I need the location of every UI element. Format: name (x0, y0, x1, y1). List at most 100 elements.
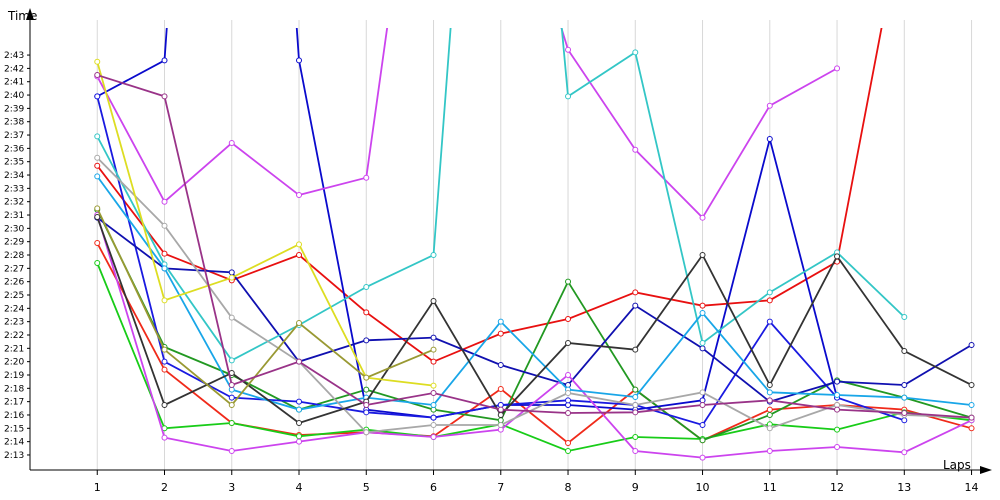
point (632, 393, 639, 400)
series-line (96, 175, 972, 411)
point (430, 389, 437, 396)
point (901, 381, 908, 388)
point (296, 419, 303, 426)
point (699, 345, 706, 352)
point (497, 406, 504, 413)
point (363, 284, 370, 291)
point (296, 406, 303, 413)
point (901, 449, 908, 456)
point (161, 93, 168, 100)
point (94, 93, 101, 100)
y-tick-label: 2:42 (4, 64, 24, 74)
y-tick-label: 2:27 (4, 264, 24, 274)
point (766, 136, 773, 143)
y-tick-label: 2:16 (4, 411, 24, 421)
y-tick-label: 2:23 (4, 318, 24, 328)
point (161, 358, 168, 365)
x-arrow (980, 466, 992, 474)
point (766, 289, 773, 296)
point (296, 438, 303, 445)
point (766, 381, 773, 388)
point (228, 274, 235, 281)
y-tick-label: 2:43 (4, 51, 24, 61)
y-tick-label: 2:39 (4, 104, 24, 114)
series-line (96, 28, 838, 419)
y-tick-label: 2:25 (4, 291, 24, 301)
x-tick-label: 11 (763, 481, 777, 494)
point (161, 297, 168, 304)
point (363, 174, 370, 181)
x-tick-label: 13 (897, 481, 911, 494)
point (497, 330, 504, 337)
point (161, 250, 168, 257)
point (632, 49, 639, 56)
point (296, 319, 303, 326)
y-tick-label: 2:30 (4, 224, 24, 234)
point (766, 397, 773, 404)
y-tick-label: 2:41 (4, 78, 24, 88)
point (228, 314, 235, 321)
point (699, 252, 706, 259)
point (363, 374, 370, 381)
point (834, 443, 841, 450)
point (296, 241, 303, 248)
x-tick-label: 7 (497, 481, 504, 494)
point (632, 386, 639, 393)
y-tick-label: 2:20 (4, 358, 24, 368)
point (968, 381, 975, 388)
point (766, 389, 773, 396)
point (632, 289, 639, 296)
point (968, 341, 975, 348)
point (94, 214, 101, 221)
point (430, 334, 437, 341)
series-line (96, 28, 838, 220)
x-tick-label: 4 (296, 481, 303, 494)
series-line (96, 216, 973, 403)
point (296, 433, 303, 440)
point (699, 421, 706, 428)
x-tick-label: 10 (696, 481, 710, 494)
y-tick-label: 2:15 (4, 424, 24, 434)
point (901, 417, 908, 424)
point (430, 421, 437, 428)
point (565, 46, 572, 53)
point (228, 140, 235, 147)
y-tick-label: 2:32 (4, 198, 24, 208)
point (565, 439, 572, 446)
y-arrow (26, 8, 34, 20)
point (497, 411, 504, 418)
point (632, 433, 639, 440)
point (228, 269, 235, 276)
point (161, 222, 168, 229)
point (430, 382, 437, 389)
x-tick-label: 12 (830, 481, 844, 494)
series-line (96, 61, 434, 387)
y-tick-label: 2:18 (4, 384, 24, 394)
point (363, 409, 370, 416)
point (901, 314, 908, 321)
point (228, 394, 235, 401)
point (766, 447, 773, 454)
point (632, 346, 639, 353)
point (430, 401, 437, 408)
point (161, 434, 168, 441)
x-tick-label: 9 (632, 481, 639, 494)
point (968, 401, 975, 408)
point (296, 192, 303, 199)
point (228, 357, 235, 364)
point (228, 447, 235, 454)
point (497, 421, 504, 428)
series-line (96, 262, 972, 452)
point (766, 406, 773, 413)
y-tick-label: 2:38 (4, 118, 24, 128)
x-tick-label: 8 (565, 481, 572, 494)
x-tick-label: 3 (228, 481, 235, 494)
point (94, 205, 101, 212)
point (632, 146, 639, 153)
point (565, 316, 572, 323)
y-axis-label: Time (7, 9, 37, 23)
point (161, 346, 168, 353)
point (94, 240, 101, 247)
point (766, 411, 773, 418)
